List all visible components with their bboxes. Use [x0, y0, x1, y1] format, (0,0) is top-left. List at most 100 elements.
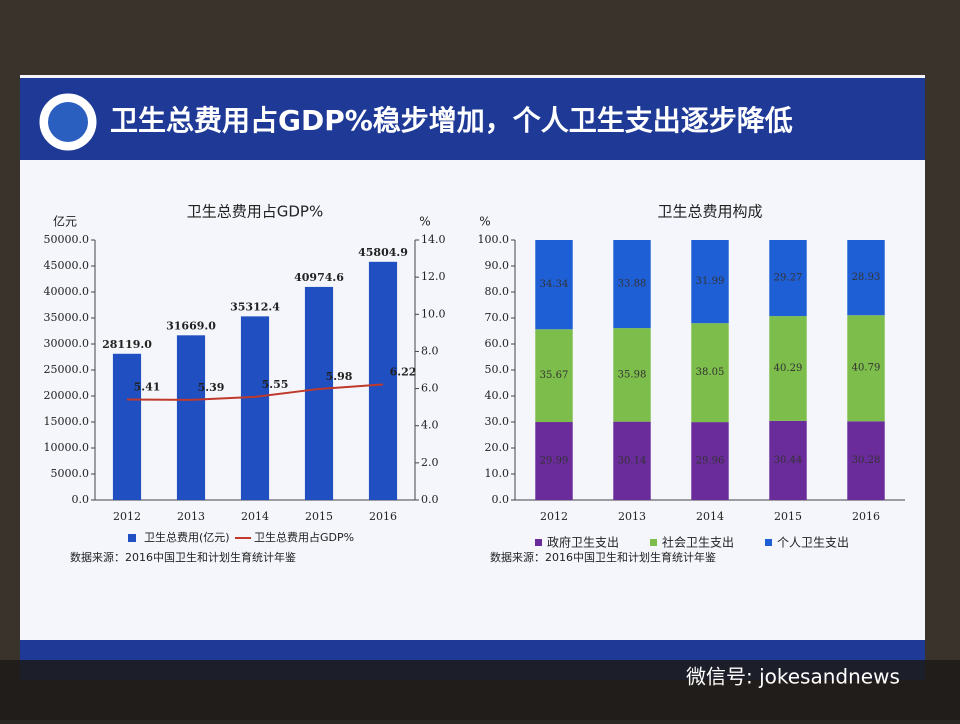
- bar-segment: [847, 315, 885, 422]
- x-tick-label: 2016: [852, 510, 880, 523]
- data-label: 6.22: [390, 365, 417, 378]
- logo-inner: [48, 102, 88, 142]
- data-label: 38.05: [696, 367, 725, 378]
- bar-segment: [691, 323, 729, 423]
- tick-label: 50000.0: [44, 233, 90, 246]
- tick-label: 30000.0: [44, 337, 90, 350]
- y2-axis-label: %: [419, 215, 430, 229]
- data-label: 40974.6: [294, 271, 344, 284]
- bar-segment: [769, 420, 807, 500]
- tick-label: 10.0: [485, 467, 510, 480]
- tick-label: 0.0: [421, 493, 439, 506]
- data-label: 34.34: [540, 279, 569, 290]
- data-label: 30.14: [618, 455, 647, 466]
- line: [126, 383, 384, 401]
- bar: [368, 261, 398, 500]
- data-label: 31669.0: [166, 319, 216, 332]
- data-label: 35312.4: [230, 300, 280, 313]
- bar-segment: [769, 240, 807, 317]
- x-tick-label: 2014: [241, 510, 269, 523]
- tick-label: 8.0: [421, 344, 439, 357]
- tick-label: 30.0: [485, 415, 510, 428]
- bar: [304, 286, 334, 500]
- chart-title: 卫生总费用构成: [657, 203, 762, 221]
- x-tick-label: 2013: [177, 510, 205, 523]
- tick-label: 10000.0: [44, 441, 90, 454]
- bar-segment: [535, 329, 573, 423]
- legend-label: 个人卫生支出: [777, 536, 849, 550]
- slide-header: [20, 78, 925, 160]
- tick-label: 12.0: [421, 270, 446, 283]
- bar-segment: [535, 240, 573, 330]
- legend-label: 政府卫生支出: [547, 535, 619, 550]
- data-label: 40.79: [852, 363, 881, 374]
- legend-swatch: [765, 539, 772, 546]
- tick-label: 6.0: [421, 382, 439, 395]
- bar-segment: [691, 240, 729, 324]
- legend-label: 卫生总费用(亿元): [144, 530, 230, 544]
- bar-segment: [769, 316, 807, 421]
- tick-label: 20000.0: [44, 389, 90, 402]
- x-tick-label: 2015: [305, 510, 333, 523]
- bar-segment: [613, 328, 651, 422]
- data-label: 30.28: [852, 455, 881, 466]
- data-label: 5.41: [134, 381, 161, 394]
- bar: [240, 316, 270, 500]
- y-axis-label: 亿元: [53, 214, 77, 229]
- tick-label: 45000.0: [44, 259, 90, 272]
- source-note: 数据来源：2016中国卫生和计划生育统计年鉴: [70, 550, 296, 564]
- tick-label: 50.0: [485, 363, 510, 376]
- chart-title: 卫生总费用占GDP%: [187, 203, 323, 221]
- legend-swatch: [535, 539, 542, 546]
- data-label: 5.98: [326, 370, 353, 383]
- data-label: 28119.0: [102, 338, 152, 351]
- tick-label: 40.0: [485, 389, 510, 402]
- x-tick-label: 2016: [369, 510, 397, 523]
- tick-label: 0.0: [492, 493, 510, 506]
- tick-label: 60.0: [485, 337, 510, 350]
- legend-label: 社会卫生支出: [662, 535, 734, 550]
- tick-label: 40000.0: [44, 285, 90, 298]
- legend-swatch: [650, 539, 657, 546]
- data-label: 5.55: [262, 378, 289, 391]
- y-axis-label: %: [479, 215, 490, 229]
- bar-segment: [847, 240, 885, 316]
- data-label: 29.96: [696, 456, 725, 467]
- x-tick-label: 2012: [113, 510, 141, 523]
- tick-label: 90.0: [485, 259, 510, 272]
- bar-segment: [691, 422, 729, 500]
- tick-label: 0.0: [72, 493, 90, 506]
- slide-title: 卫生总费用占GDP%稳步增加，个人卫生支出逐步降低: [110, 104, 793, 137]
- tick-label: 4.0: [421, 419, 439, 432]
- data-label: 35.67: [540, 370, 569, 381]
- bar-segment: [613, 421, 651, 500]
- tick-label: 14.0: [421, 233, 446, 246]
- tick-label: 15000.0: [44, 415, 90, 428]
- bar-segment: [613, 240, 651, 329]
- x-tick-label: 2014: [696, 510, 724, 523]
- source-note: 数据来源：2016中国卫生和计划生育统计年鉴: [490, 550, 716, 564]
- bar: [112, 353, 142, 500]
- legend-swatch: [128, 534, 136, 542]
- data-label: 29.99: [540, 456, 569, 467]
- x-tick-label: 2012: [540, 510, 568, 523]
- tick-label: 20.0: [485, 441, 510, 454]
- x-tick-label: 2015: [774, 510, 802, 523]
- legend-label: 卫生总费用占GDP%: [254, 530, 354, 544]
- data-label: 33.88: [618, 279, 647, 290]
- audience: [0, 660, 960, 720]
- tick-label: 2.0: [421, 456, 439, 469]
- data-label: 40.29: [774, 363, 803, 374]
- watermark: 微信号: jokesandnews: [686, 665, 900, 689]
- tick-label: 5000.0: [51, 467, 90, 480]
- data-label: 29.27: [774, 273, 803, 284]
- data-label: 5.39: [198, 381, 225, 394]
- data-label: 30.44: [774, 455, 803, 466]
- tick-label: 35000.0: [44, 311, 90, 324]
- data-label: 28.93: [852, 272, 881, 283]
- data-label: 45804.9: [358, 246, 408, 259]
- tick-label: 80.0: [485, 285, 510, 298]
- bar: [176, 335, 206, 500]
